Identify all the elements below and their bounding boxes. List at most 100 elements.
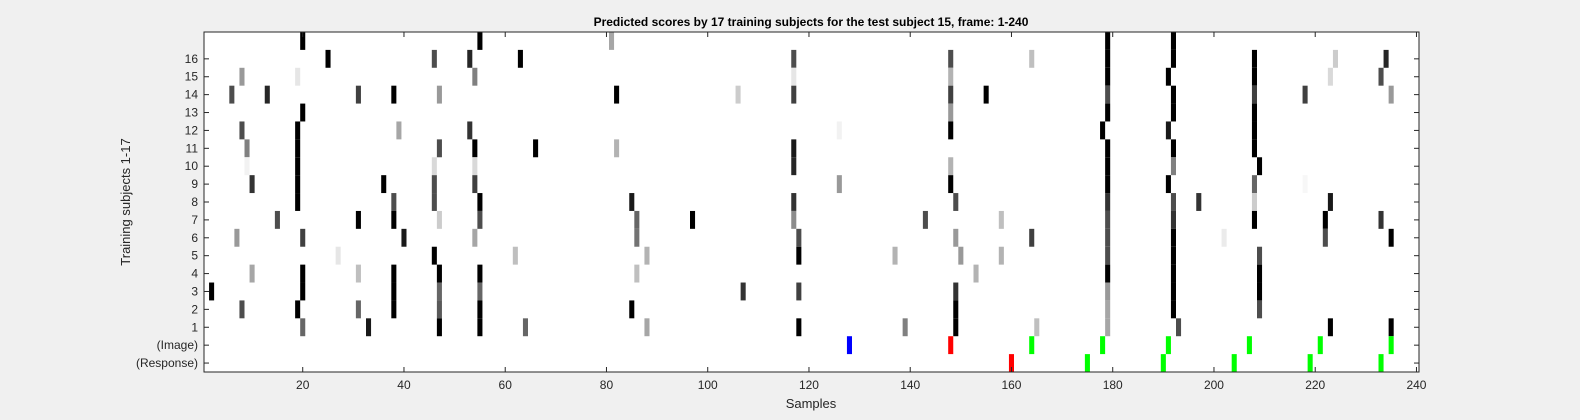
- heatmap-cell: [1327, 193, 1333, 211]
- heatmap-cell: [295, 300, 301, 319]
- event-marker-green: [1084, 354, 1090, 372]
- heatmap-cell: [791, 67, 797, 86]
- event-marker-green: [1378, 354, 1384, 372]
- heatmap-cell: [325, 49, 331, 68]
- heatmap-cell: [948, 157, 954, 176]
- heatmap-cell: [295, 193, 301, 211]
- heatmap-cell: [209, 282, 215, 301]
- y-tick-label: (Image): [157, 338, 198, 352]
- y-tick-label: 2: [191, 302, 198, 316]
- heatmap-cell: [1251, 175, 1257, 194]
- heatmap-cell: [1327, 318, 1333, 337]
- heatmap-cell: [335, 246, 341, 265]
- heatmap-cell: [431, 193, 437, 211]
- heatmap-cell: [791, 49, 797, 68]
- heatmap-cell: [644, 246, 650, 265]
- heatmap-cell: [472, 157, 478, 176]
- y-tick-label: 6: [191, 231, 198, 245]
- heatmap-cell: [391, 85, 397, 104]
- heatmap-cell: [512, 246, 518, 265]
- heatmap-cell: [295, 157, 301, 176]
- heatmap-cell: [1165, 121, 1171, 140]
- heatmap-cell: [431, 175, 437, 194]
- heatmap-cell: [958, 246, 964, 265]
- heatmap-cell: [629, 193, 635, 211]
- heatmap-cell: [1105, 246, 1111, 265]
- heatmap-cell: [229, 85, 235, 104]
- plot-area: [204, 32, 1419, 372]
- heatmap-cell: [973, 264, 979, 283]
- heatmap-cell: [1251, 139, 1257, 158]
- heatmap-cell: [381, 175, 387, 194]
- x-tick-label: 200: [1204, 378, 1224, 392]
- heatmap-cell: [391, 282, 397, 301]
- x-tick-label: 100: [698, 378, 718, 392]
- x-axis-label: Samples: [786, 396, 837, 411]
- y-tick-label: 12: [185, 123, 199, 137]
- heatmap-cell: [1170, 32, 1176, 50]
- heatmap-cell: [477, 264, 483, 283]
- heatmap-cell: [274, 210, 280, 229]
- y-axis-label: Training subjects 1-17: [118, 138, 133, 265]
- heatmap-cell: [1378, 210, 1384, 229]
- heatmap-cell: [1196, 193, 1202, 211]
- heatmap-cell: [1170, 85, 1176, 104]
- heatmap-cell: [1105, 300, 1111, 319]
- heatmap-cell: [1327, 67, 1333, 86]
- heatmap-cell: [1105, 264, 1111, 283]
- y-tick-label: 5: [191, 249, 198, 263]
- cells-layer: [209, 32, 1394, 337]
- heatmap-cell: [1170, 193, 1176, 211]
- y-tick-label: 1: [191, 320, 198, 334]
- heatmap-cell: [791, 193, 797, 211]
- heatmap-cell: [609, 32, 615, 50]
- y-tick-label: 7: [191, 213, 198, 227]
- heatmap-cell: [1322, 210, 1328, 229]
- event-marker-green: [1307, 354, 1313, 372]
- heatmap-cell: [300, 264, 306, 283]
- heatmap-cell: [436, 282, 442, 301]
- heatmap-cell: [477, 300, 483, 319]
- heatmap-cell: [892, 246, 898, 265]
- heatmap-cell: [1251, 210, 1257, 229]
- heatmap-cell: [355, 85, 361, 104]
- heatmap-cell: [948, 103, 954, 122]
- y-tick-label: 3: [191, 284, 198, 298]
- heatmap-cell: [1170, 264, 1176, 283]
- heatmap-cell: [1257, 264, 1263, 283]
- heatmap-cell: [953, 228, 959, 247]
- heatmap-cell: [355, 210, 361, 229]
- heatmap-cell: [234, 228, 240, 247]
- heatmap-cell: [467, 121, 473, 140]
- y-tick-label: 13: [185, 106, 199, 120]
- heatmap-cell: [1332, 49, 1338, 68]
- heatmap-cell: [983, 85, 989, 104]
- heatmap-cell: [436, 300, 442, 319]
- heatmap-cell: [431, 157, 437, 176]
- heatmap-cell: [1388, 85, 1394, 104]
- heatmap-cell: [1170, 246, 1176, 265]
- heatmap-cell: [953, 193, 959, 211]
- heatmap-cell: [1105, 32, 1111, 50]
- heatmap-cell: [1257, 157, 1263, 176]
- heatmap-cell: [1105, 318, 1111, 337]
- y-tick-label: 11: [186, 141, 199, 155]
- heatmap-cell: [472, 67, 478, 86]
- heatmap-cell: [391, 193, 397, 211]
- heatmap-cell: [1105, 157, 1111, 176]
- event-marker-green: [1317, 336, 1323, 355]
- x-tick-label: 240: [1406, 378, 1426, 392]
- heatmap-cell: [1105, 210, 1111, 229]
- event-marker-green: [1165, 336, 1171, 355]
- heatmap-cell: [431, 246, 437, 265]
- heatmap-cell: [533, 139, 539, 158]
- heatmap-cell: [1257, 300, 1263, 319]
- heatmap-cell: [477, 282, 483, 301]
- x-tick-label: 40: [397, 378, 411, 392]
- heatmap-cell: [355, 300, 361, 319]
- heatmap-cell: [1105, 85, 1111, 104]
- heatmap-cell: [1221, 228, 1227, 247]
- heatmap-cell: [1251, 193, 1257, 211]
- heatmap-cell: [436, 85, 442, 104]
